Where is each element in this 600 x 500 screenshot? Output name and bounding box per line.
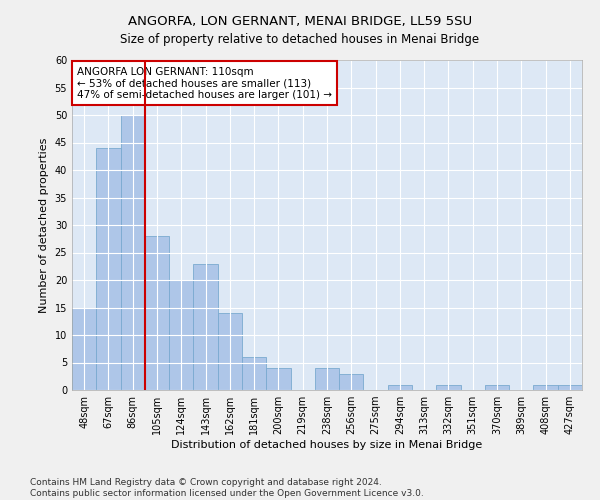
Bar: [315, 368, 339, 390]
X-axis label: Distribution of detached houses by size in Menai Bridge: Distribution of detached houses by size …: [172, 440, 482, 450]
Bar: [121, 115, 145, 390]
Bar: [193, 264, 218, 390]
Bar: [558, 384, 582, 390]
Text: ANGORFA LON GERNANT: 110sqm
← 53% of detached houses are smaller (113)
47% of se: ANGORFA LON GERNANT: 110sqm ← 53% of det…: [77, 66, 332, 100]
Text: ANGORFA, LON GERNANT, MENAI BRIDGE, LL59 5SU: ANGORFA, LON GERNANT, MENAI BRIDGE, LL59…: [128, 15, 472, 28]
Bar: [145, 236, 169, 390]
Bar: [96, 148, 121, 390]
Text: Size of property relative to detached houses in Menai Bridge: Size of property relative to detached ho…: [121, 32, 479, 46]
Bar: [266, 368, 290, 390]
Bar: [242, 357, 266, 390]
Y-axis label: Number of detached properties: Number of detached properties: [39, 138, 49, 312]
Bar: [72, 308, 96, 390]
Bar: [218, 313, 242, 390]
Bar: [169, 280, 193, 390]
Bar: [485, 384, 509, 390]
Bar: [339, 374, 364, 390]
Bar: [388, 384, 412, 390]
Text: Contains HM Land Registry data © Crown copyright and database right 2024.
Contai: Contains HM Land Registry data © Crown c…: [30, 478, 424, 498]
Bar: [436, 384, 461, 390]
Bar: [533, 384, 558, 390]
